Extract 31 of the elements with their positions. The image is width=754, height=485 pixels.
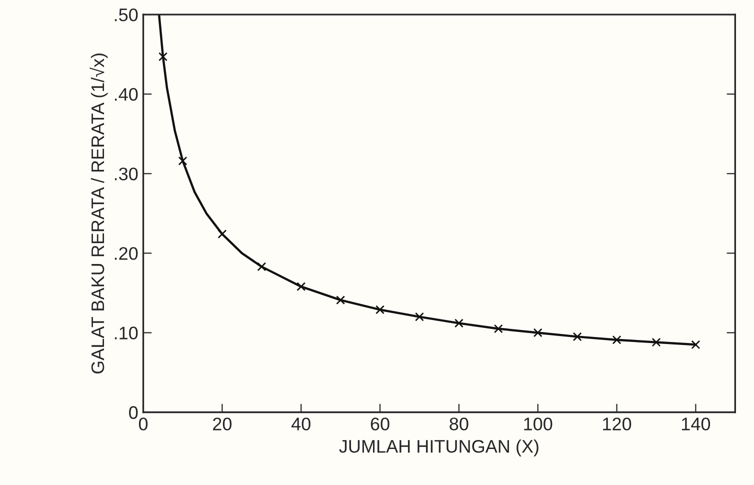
point (376, 305, 385, 314)
x-tick-label: 120 (603, 418, 632, 430)
x-tick-label: 80 (450, 418, 468, 430)
x-tick-label: 0 (138, 418, 148, 430)
point (257, 262, 266, 272)
point (533, 328, 542, 338)
point (652, 338, 661, 347)
x-tick-label: 100 (524, 418, 552, 430)
point (414, 312, 424, 322)
x-tick-label: 20 (213, 418, 232, 430)
point (494, 324, 503, 334)
point (572, 332, 582, 342)
x-tick-label: 40 (291, 418, 310, 430)
point (296, 282, 306, 292)
y-tick-label: .40 (114, 88, 138, 101)
y-tick-label: .20 (114, 247, 138, 260)
x-tick-label: 60 (370, 418, 390, 430)
x-axis-title: JUMLAH HITUNGAN (X) (339, 440, 538, 456)
point (691, 340, 700, 350)
y-tick-label: 0 (129, 406, 138, 419)
point (218, 230, 227, 239)
point (454, 318, 464, 328)
y-axis-title: GALAT BAKU RERATA / RERATA (1/√x) (90, 54, 108, 374)
point (336, 296, 346, 305)
point (612, 335, 622, 344)
point (158, 52, 168, 62)
y-tick-label: .30 (114, 168, 138, 180)
point (178, 156, 188, 166)
y-tick-label: .10 (114, 326, 138, 340)
y-tick-label: .50 (114, 8, 138, 22)
x-tick-label: 140 (682, 418, 710, 430)
